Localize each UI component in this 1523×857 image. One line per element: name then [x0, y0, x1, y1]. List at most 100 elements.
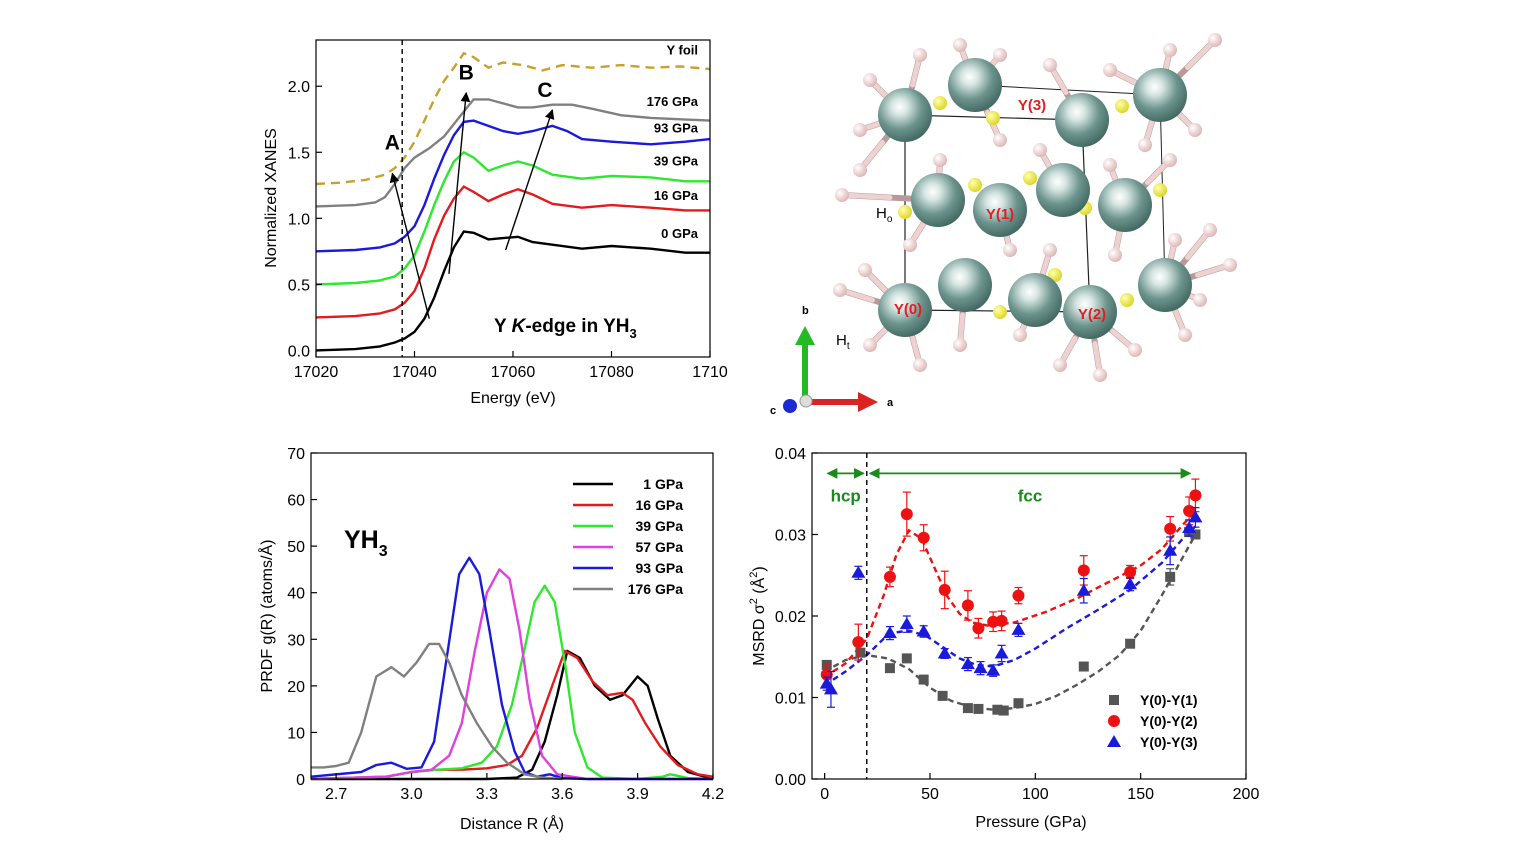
xanes-y-axis-label: Normalized XANES — [263, 128, 280, 268]
c-axis-ball — [783, 399, 797, 413]
msrd-point — [937, 646, 952, 659]
msrd-y-tick-label: 0.03 — [775, 528, 806, 545]
h-atom — [1003, 243, 1017, 257]
msrd-point — [986, 663, 1001, 676]
msrd-legend-marker — [1108, 715, 1120, 727]
h-atom — [1103, 158, 1117, 172]
y-atom — [1138, 258, 1192, 312]
msrd-point — [1163, 543, 1178, 556]
msrd-legend-marker — [1107, 735, 1121, 747]
msrd-series-group — [819, 478, 1203, 716]
xanes-arrow — [389, 172, 430, 319]
msrd-point — [851, 565, 866, 578]
msrd-point — [1189, 489, 1202, 502]
msrd-y-tick-label: 0.00 — [775, 772, 806, 789]
msrd-phase-label: fcc — [1018, 486, 1043, 505]
msrd-x-tick-label: 100 — [1022, 786, 1049, 803]
msrd-point — [901, 653, 912, 664]
prdf-series-line-1 — [310, 649, 714, 781]
prdf-series-line-2 — [310, 584, 714, 781]
msrd-point — [1078, 661, 1089, 672]
msrd-point — [937, 690, 948, 701]
prdf-legend-label: 16 GPa — [636, 497, 684, 513]
xanes-series-label: 39 GPa — [654, 154, 699, 169]
h-atom — [1103, 63, 1117, 77]
prdf-legend-label: 39 GPa — [636, 518, 684, 534]
h-atom — [1093, 368, 1107, 382]
msrd-x-tick-label: 0 — [820, 786, 829, 803]
y-atom — [948, 58, 1002, 112]
prdf-legend-label: 1 GPa — [643, 476, 683, 492]
msrd-point — [972, 622, 985, 635]
msrd-point — [855, 647, 866, 658]
prdf-series-line-4 — [310, 556, 713, 781]
prdf-x-tick-label: 3.6 — [551, 786, 573, 803]
msrd-point — [1076, 583, 1091, 596]
ho-atom — [933, 96, 947, 110]
y-atom — [1098, 178, 1152, 232]
h-atom — [853, 123, 867, 137]
msrd-panel: hcp fcc 0 50 100 150 2000.000.010.020.030.04 … — [748, 446, 1259, 831]
msrd-fit-line-1 — [823, 510, 1197, 679]
msrd-point — [1077, 564, 1090, 577]
prdf-x-tick-label: 3.3 — [476, 786, 498, 803]
h-atom — [1043, 243, 1057, 257]
h-atom — [1163, 43, 1177, 57]
h-atom — [1193, 293, 1207, 307]
msrd-legend-label: Y(0)-Y(2) — [1140, 713, 1198, 729]
xanes-series-label: 16 GPa — [654, 188, 699, 203]
prdf-x-tick-label: 4.2 — [702, 786, 724, 803]
y-h-bond — [839, 192, 893, 200]
xanes-y-tick-label: 0.5 — [288, 277, 310, 294]
prdf-legend-label: 176 GPa — [628, 581, 683, 597]
ho-atom — [1153, 183, 1167, 197]
msrd-point — [823, 682, 838, 695]
msrd-point — [884, 663, 895, 674]
h-atom — [1208, 33, 1222, 47]
h-atom — [953, 38, 967, 52]
xanes-peak-label: C — [537, 79, 552, 102]
xanes-series-line-5 — [315, 51, 711, 186]
y-atom — [1133, 68, 1187, 122]
msrd-phase-annotations: hcp fcc — [826, 453, 1192, 779]
xanes-x-tick-label: 17060 — [491, 364, 536, 381]
ho-atom — [898, 205, 912, 219]
msrd-point — [852, 636, 865, 649]
msrd-point — [1165, 571, 1176, 582]
msrd-point — [998, 705, 1009, 716]
h-atom — [853, 163, 867, 177]
xanes-series-label: 93 GPa — [654, 120, 699, 135]
crystal-structure-panel: Y(3) Y(1) Y(0) Y(2) b a c Ho Ht — [770, 33, 1237, 417]
xanes-y-tick-label: 1.5 — [288, 145, 310, 162]
xanes-x-tick-label: 1710 — [692, 364, 728, 381]
y-atom — [973, 183, 1027, 237]
xanes-arrow — [504, 109, 555, 251]
xanes-series-line-4 — [315, 98, 711, 208]
msrd-point — [1190, 529, 1201, 540]
msrd-axes-group: 0 50 100 150 200 0.00 0.01 0.02 0.03 0.04 — [775, 446, 1260, 803]
xanes-peak-label: B — [459, 62, 474, 85]
msrd-legend-marker — [1109, 695, 1119, 705]
msrd-legend-label: Y(0)-Y(1) — [1140, 692, 1198, 708]
msrd-point — [882, 626, 897, 639]
msrd-point — [961, 599, 974, 612]
ho-atom — [968, 178, 982, 192]
a-axis-label: a — [887, 397, 894, 409]
xanes-annotation: Y K-edge in YH3 — [494, 316, 637, 341]
prdf-y-tick-label: 10 — [287, 725, 305, 742]
h-atom — [903, 238, 917, 252]
msrd-point — [962, 703, 973, 714]
xanes-series-line-1 — [315, 185, 710, 319]
prdf-y-tick-label: 60 — [287, 493, 305, 510]
xanes-x-axis-label: Energy (eV) — [470, 390, 555, 407]
xanes-series-label: 0 GPa — [661, 226, 699, 241]
h-atom — [1168, 233, 1182, 247]
y-site-label: Y(1) — [986, 206, 1014, 223]
prdf-axes-group: 2.7 3.0 3.3 3.6 3.9 4.2 0 10 20 30 40 50 60 70 — [287, 446, 724, 803]
h-atom — [913, 358, 927, 372]
prdf-y-tick-label: 0 — [296, 772, 305, 789]
y-atom — [878, 283, 932, 337]
h-atom — [933, 153, 947, 167]
msrd-y-tick-label: 0.01 — [775, 691, 806, 708]
